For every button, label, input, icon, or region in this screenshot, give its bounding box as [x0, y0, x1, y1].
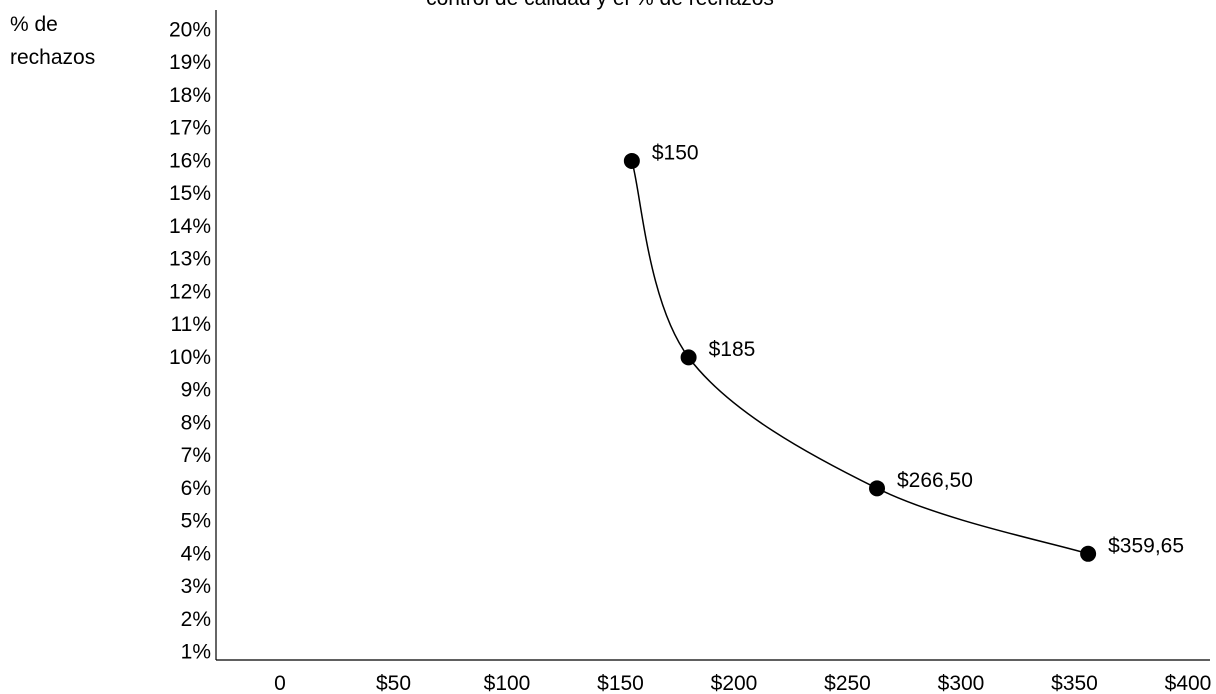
- x-tick-label: $100: [484, 672, 531, 694]
- y-tick-label: 9%: [181, 379, 211, 402]
- x-tick-label: $300: [938, 672, 985, 694]
- x-tick-label: $400: [1165, 672, 1212, 694]
- x-tick-label: $350: [1051, 672, 1098, 694]
- x-tick-label: $200: [711, 672, 758, 694]
- data-label: $359,65: [1108, 534, 1184, 557]
- series-line: [631, 160, 1089, 555]
- y-axis-label-line-1: % de: [10, 13, 58, 36]
- x-tick-labels: 0 $50 $100 $150 $200 $250 $300 $350 $400: [274, 672, 1211, 694]
- y-tick-label: 7%: [181, 444, 211, 467]
- data-label: $150: [652, 141, 699, 164]
- data-label: $185: [709, 338, 756, 361]
- chart-title: control de calidad y el % de rechazos: [426, 0, 774, 10]
- y-tick-label: 11%: [171, 313, 211, 336]
- y-tick-label: 10%: [169, 346, 211, 369]
- y-axis-label-line-2: rechazos: [10, 46, 95, 69]
- x-tick-label: $250: [824, 672, 871, 694]
- data-points: [623, 152, 1097, 562]
- y-tick-label: 5%: [181, 510, 211, 533]
- y-tick-label: 6%: [181, 477, 211, 500]
- x-tick-label: $150: [597, 672, 644, 694]
- y-tick-label: 12%: [169, 280, 211, 303]
- data-point: [680, 349, 697, 366]
- x-tick-label: $50: [376, 672, 411, 694]
- y-tick-label: 3%: [181, 575, 211, 598]
- y-tick-labels: 1% 2% 3% 4% 5% 6% 7% 8% 9% 10% 11% 12% 13% 14% 15% 16% 1…: [169, 19, 211, 664]
- y-tick-label: 17%: [169, 117, 211, 140]
- y-tick-label: 18%: [169, 84, 211, 107]
- data-point: [623, 152, 640, 169]
- y-tick-label: 2%: [181, 608, 211, 631]
- y-tick-label: 13%: [169, 248, 211, 271]
- data-labels: $150 $185 $266,50 $359,65: [652, 141, 1184, 557]
- y-tick-label: 15%: [169, 182, 211, 205]
- data-point: [869, 480, 886, 497]
- data-label: $266,50: [897, 469, 973, 492]
- x-tick-label: 0: [274, 672, 286, 694]
- y-tick-label: 14%: [169, 215, 211, 238]
- y-tick-label: 20%: [169, 19, 211, 42]
- y-tick-label: 4%: [181, 542, 211, 565]
- y-tick-label: 1%: [181, 641, 211, 664]
- y-tick-label: 16%: [169, 149, 211, 172]
- y-tick-label: 8%: [181, 411, 211, 434]
- y-tick-label: 19%: [169, 51, 211, 74]
- data-point: [1080, 545, 1097, 562]
